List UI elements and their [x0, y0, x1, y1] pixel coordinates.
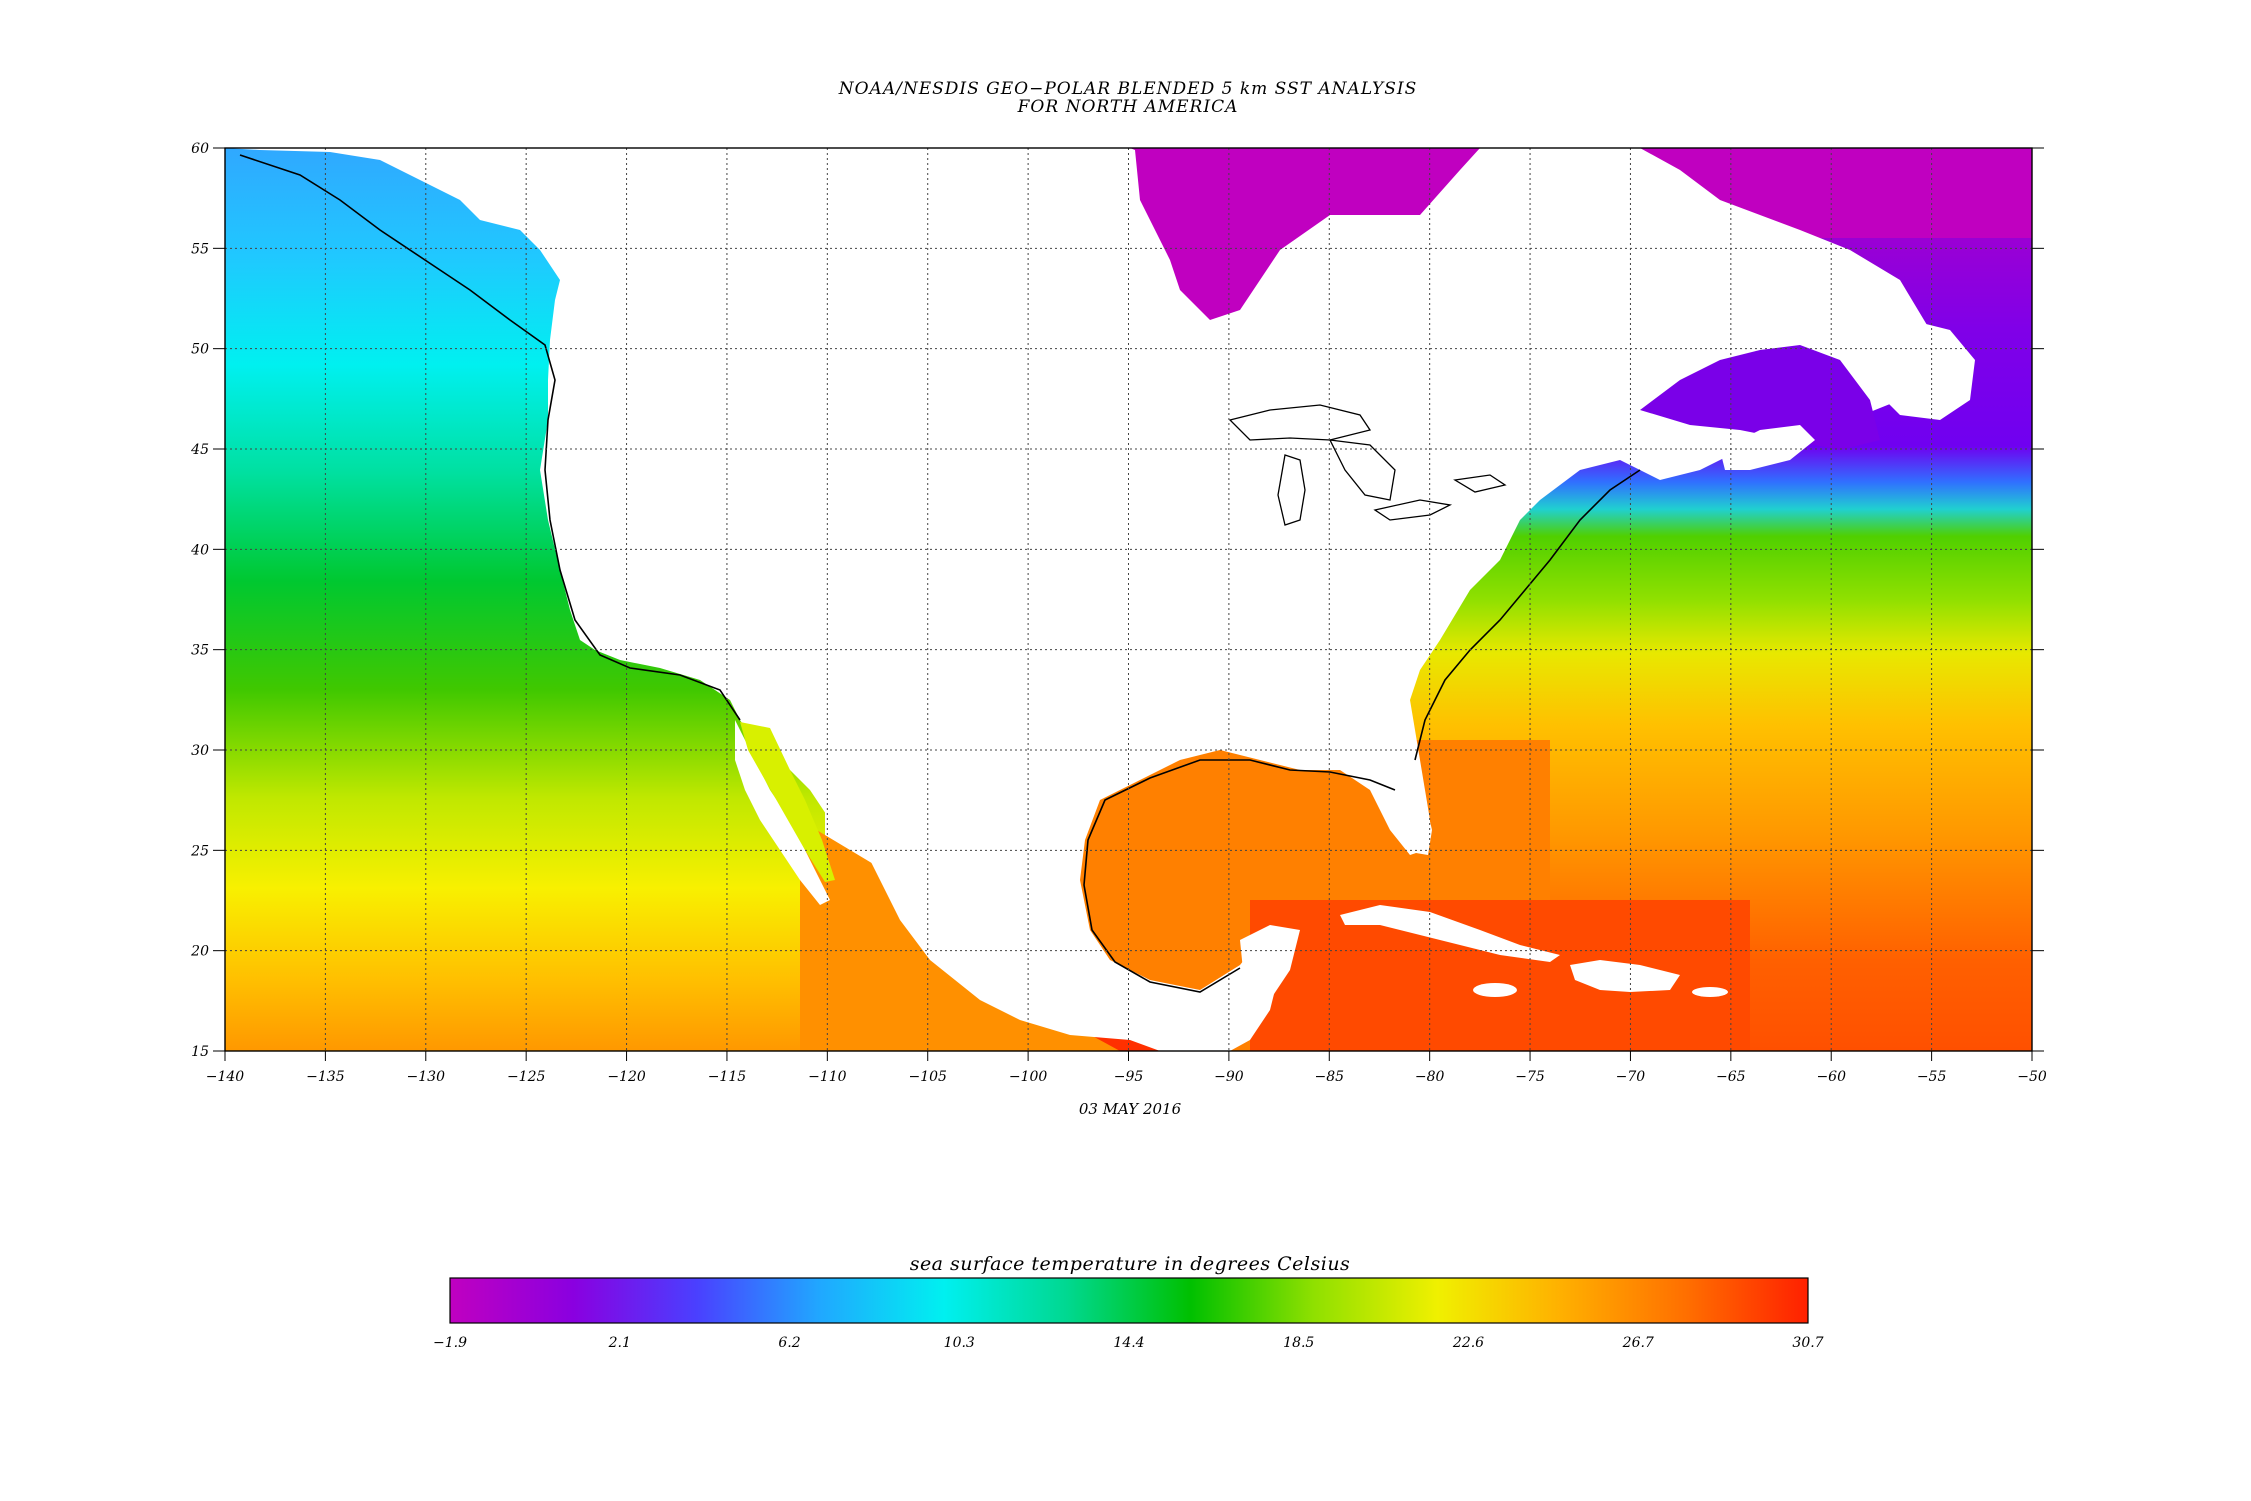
lon-tick-label: −110	[808, 1069, 847, 1085]
colorbar-tick-label: 22.6	[1452, 1335, 1484, 1351]
lon-axis: −140 −135 −130 −125 −120 −115 −110 −105 −100 −95 −…	[206, 1051, 2047, 1085]
lat-tick-label: 40	[190, 542, 209, 558]
lat-tick-label: 50	[191, 342, 209, 358]
lat-tick-label: 15	[191, 1044, 209, 1060]
lon-tick-label: −115	[708, 1069, 747, 1085]
lon-tick-label: −55	[1917, 1069, 1947, 1085]
nova-scotia-land	[1720, 425, 1815, 470]
colorbar	[449, 1277, 1809, 1324]
gulf-coastline	[1083, 759, 1396, 993]
colorbar-labels: −1.9 2.1 6.2 10.3 14.4 18.5 22.6 26.7 30.7	[433, 1335, 1824, 1351]
colorbar-title: sea surface temperature in degrees Celsi…	[910, 1253, 1351, 1275]
lat-tick-label: 25	[190, 843, 209, 859]
colorbar-tick-label: −1.9	[433, 1335, 467, 1351]
lon-tick-label: −105	[908, 1069, 947, 1085]
baja-california-land	[735, 720, 830, 905]
lon-tick-label: −60	[1816, 1069, 1846, 1085]
lake-ontario	[1453, 474, 1507, 493]
pacific-coastline	[239, 154, 741, 721]
cuba-land	[1340, 905, 1560, 962]
colorbar-tick-label: 2.1	[608, 1335, 631, 1351]
colorbar-tick-label: 14.4	[1113, 1335, 1144, 1351]
lon-tick-label: −75	[1515, 1069, 1545, 1085]
lon-tick-label: −95	[1114, 1069, 1144, 1085]
florida-land	[1385, 760, 1432, 855]
hispaniola-land	[1570, 960, 1680, 992]
lon-tick-label: −90	[1214, 1069, 1244, 1085]
lat-tick-label: 35	[191, 643, 209, 659]
lon-tick-label: −100	[1009, 1069, 1048, 1085]
lat-tick-label: 30	[191, 743, 209, 759]
colorbar-tick-label: 30.7	[1792, 1335, 1823, 1351]
lon-tick-label: −125	[507, 1069, 546, 1085]
lake-huron	[1328, 439, 1396, 501]
lon-tick-label: −70	[1616, 1069, 1646, 1085]
lake-erie	[1373, 499, 1453, 521]
colorbar-tick-label: 10.3	[944, 1335, 975, 1351]
colorbar-tick-label: 26.7	[1622, 1335, 1654, 1351]
lake-michigan	[1277, 454, 1306, 526]
lat-tick-label: 20	[190, 944, 209, 960]
newfoundland-land	[1870, 320, 1975, 420]
lon-tick-label: −65	[1716, 1069, 1746, 1085]
analysis-date: 03 MAY 2016	[1079, 1100, 1182, 1118]
lat-tick-label: 55	[191, 241, 209, 257]
lon-tick-label: −50	[2017, 1069, 2047, 1085]
gulf-of-california	[740, 722, 835, 882]
lat-axis: 15 20 25 30 35 40 45 50 55 60	[190, 141, 2044, 1060]
puerto-rico-land	[1692, 987, 1728, 997]
lat-tick-label: 45	[190, 442, 209, 458]
colorbar-tick-label: 18.5	[1283, 1335, 1314, 1351]
north-america-land	[225, 148, 1940, 1051]
lon-tick-label: −85	[1315, 1069, 1345, 1085]
sst-field	[225, 148, 2032, 1051]
lon-tick-label: −135	[306, 1069, 345, 1085]
atlantic-coastline	[1414, 469, 1641, 761]
yucatan-land	[1240, 925, 1300, 1000]
graticule	[225, 148, 2032, 1051]
lon-tick-label: −140	[206, 1069, 245, 1085]
map-title-line2: FOR NORTH AMERICA	[1017, 97, 1239, 117]
lon-tick-label: −120	[607, 1069, 646, 1085]
gulf-st-lawrence-sst	[1640, 345, 1880, 450]
map-title-line1: NOAA/NESDIS GEO−POLAR BLENDED 5 km SST A…	[838, 79, 1418, 99]
jamaica-land	[1473, 983, 1517, 997]
colorbar-tick-label: 6.2	[778, 1335, 800, 1351]
lat-tick-label: 60	[191, 141, 209, 157]
lon-tick-label: −80	[1415, 1069, 1445, 1085]
lake-superior	[1228, 404, 1372, 441]
lon-tick-label: −130	[407, 1069, 446, 1085]
